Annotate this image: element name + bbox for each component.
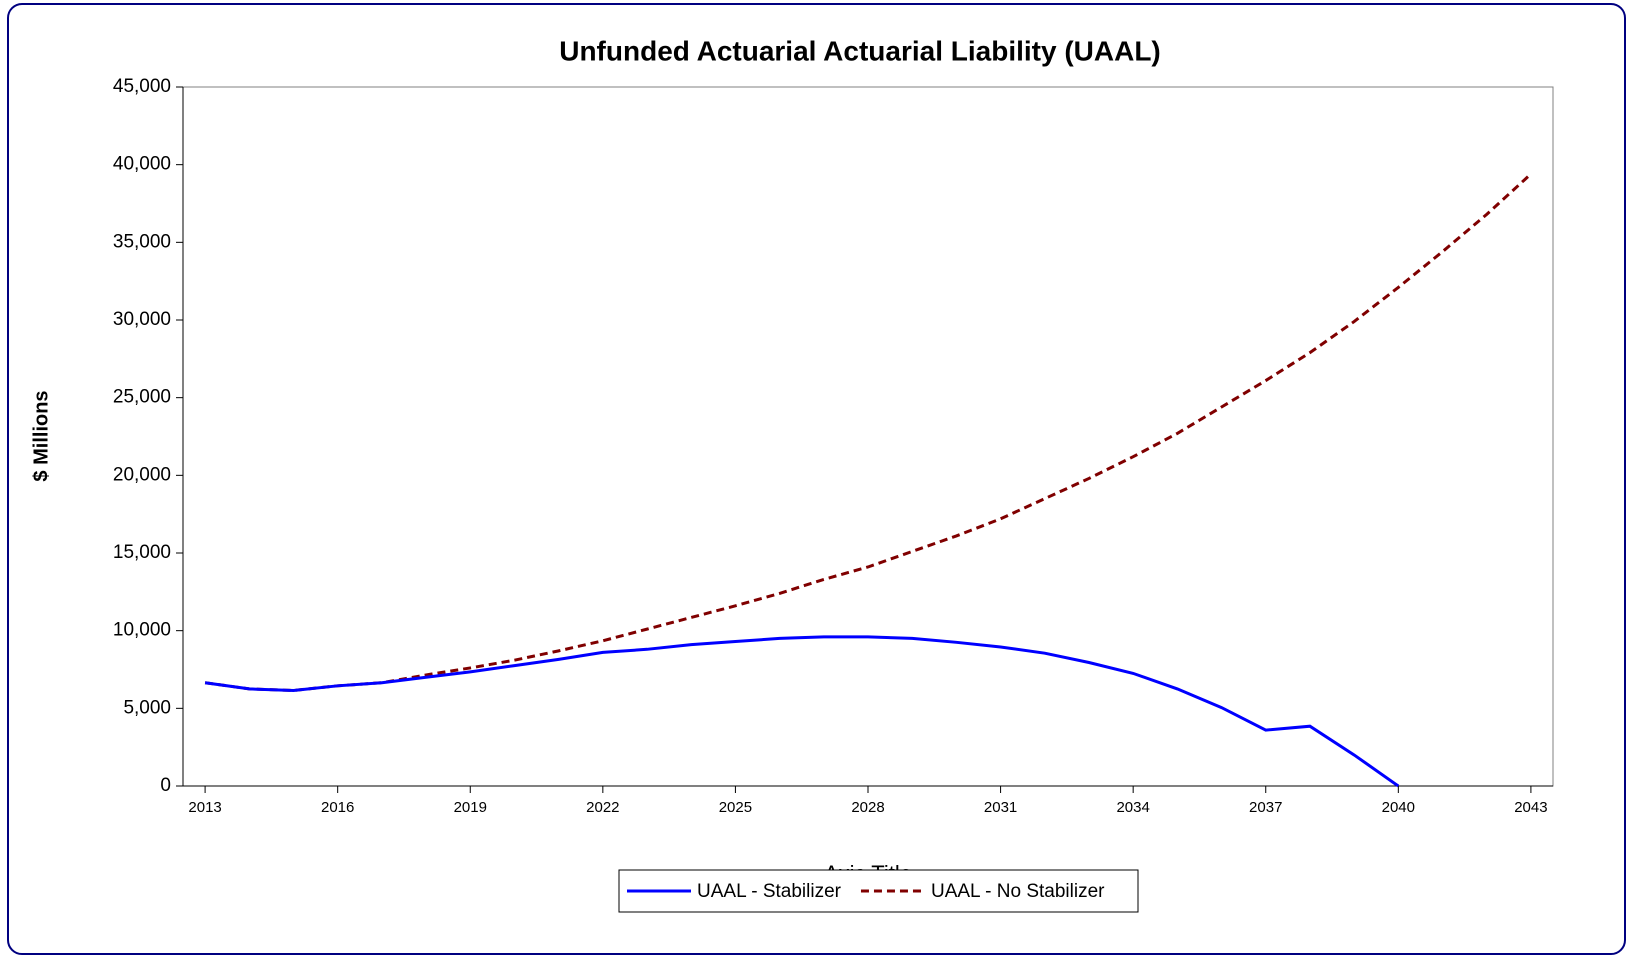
y-axis-title: $ Millions <box>30 390 52 481</box>
x-tick-label: 2037 <box>1249 799 1282 816</box>
x-tick-label: 2034 <box>1116 799 1149 816</box>
legend-label: UAAL - No Stabilizer <box>931 881 1105 902</box>
x-tick-label: 2025 <box>719 799 752 816</box>
x-tick-label: 2019 <box>454 799 487 816</box>
x-tick-label: 2040 <box>1382 799 1415 816</box>
x-tick-label: 2028 <box>851 799 884 816</box>
plot-area <box>182 86 1554 787</box>
x-tick-label: 2043 <box>1514 799 1547 816</box>
x-tick-label: 2013 <box>188 799 221 816</box>
y-tick-label: 40,000 <box>113 154 171 175</box>
legend-label: UAAL - Stabilizer <box>697 881 842 902</box>
y-tick-label: 35,000 <box>113 231 171 252</box>
series-line <box>204 635 1400 788</box>
y-tick-label: 25,000 <box>113 387 171 408</box>
series-line <box>204 172 1532 692</box>
y-tick-label: 30,000 <box>113 309 171 330</box>
y-tick-label: 45,000 <box>113 76 171 97</box>
y-tick-label: 0 <box>160 775 171 796</box>
chart-title: Unfunded Actuarial Actuarial Liability (… <box>559 35 1161 66</box>
x-tick-label: 2022 <box>586 799 619 816</box>
y-tick-label: 20,000 <box>113 464 171 485</box>
y-tick-label: 5,000 <box>123 697 171 718</box>
y-tick-label: 15,000 <box>113 542 171 563</box>
x-tick-label: 2031 <box>984 799 1017 816</box>
y-tick-label: 10,000 <box>113 620 171 641</box>
x-tick-label: 2016 <box>321 799 354 816</box>
